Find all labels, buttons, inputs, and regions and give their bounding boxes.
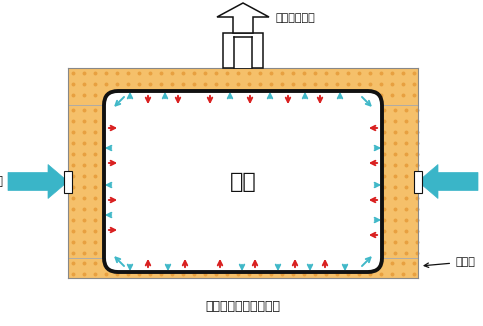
Text: 断熱材: 断熱材 <box>424 257 475 267</box>
Bar <box>64 170 72 192</box>
Text: エアージャケット方式: エアージャケット方式 <box>205 300 281 313</box>
Bar <box>68 68 418 105</box>
Bar <box>234 50 252 68</box>
Polygon shape <box>418 165 478 199</box>
Polygon shape <box>8 165 68 199</box>
Bar <box>68 105 118 258</box>
Text: 後部より排気: 後部より排気 <box>275 13 315 23</box>
FancyBboxPatch shape <box>104 91 382 272</box>
Polygon shape <box>217 3 269 33</box>
Bar <box>368 105 418 258</box>
Bar <box>68 258 418 278</box>
Bar <box>223 33 263 68</box>
Bar <box>414 170 422 192</box>
Text: 外気: 外気 <box>0 175 3 188</box>
Text: 内装: 内装 <box>229 171 256 191</box>
